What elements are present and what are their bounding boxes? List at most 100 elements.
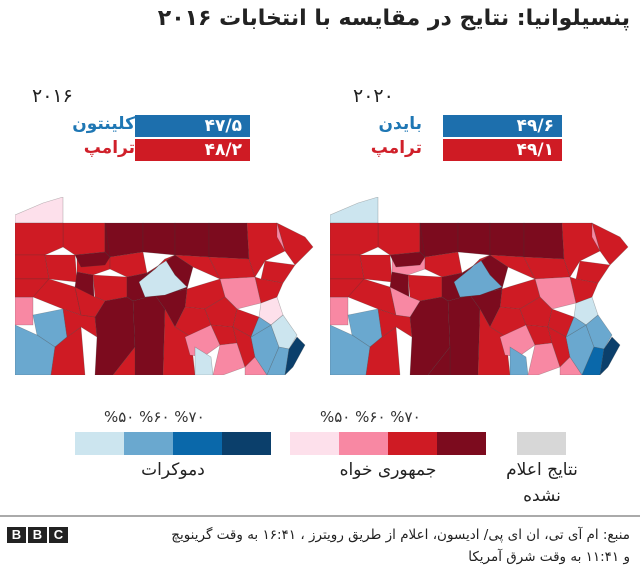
county-region <box>461 254 491 274</box>
county-region <box>174 222 210 258</box>
county-region <box>585 314 613 350</box>
county-region <box>284 336 306 375</box>
dem-legend-label: دموکرات <box>141 460 205 480</box>
county-region <box>50 326 86 375</box>
county-region <box>330 222 379 256</box>
county-region <box>523 222 565 260</box>
source-line-1: منبع: ام آی تی، ان ای پی/ ادیسون، اعلام … <box>171 527 630 543</box>
county-region <box>112 346 136 375</box>
bbc-logo-letter: B <box>7 527 26 543</box>
legend-dem-2 <box>124 432 173 455</box>
county-region <box>599 336 621 375</box>
county-region <box>270 314 298 350</box>
rep-candidate-2016: ترامپ <box>83 138 135 158</box>
legend-dem-4 <box>222 432 271 455</box>
county-region <box>377 222 421 256</box>
county-region <box>132 294 166 375</box>
rep-candidate-2020: ترامپ <box>370 138 422 158</box>
county-region <box>581 346 605 375</box>
county-region <box>250 316 272 338</box>
county-region <box>244 356 268 375</box>
county-region <box>330 296 349 326</box>
county-region <box>74 251 111 268</box>
legend-rep-1 <box>290 432 339 455</box>
county-region <box>15 296 34 326</box>
pennsylvania-county-map-2020 <box>330 197 629 375</box>
county-region <box>565 316 587 338</box>
county-region <box>559 356 583 375</box>
pennsylvania-county-map-2016 <box>15 197 314 375</box>
county-region <box>453 258 503 298</box>
county-region <box>419 222 459 258</box>
county-region <box>489 222 525 258</box>
county-region <box>15 222 64 256</box>
county-region <box>62 222 106 256</box>
county-region <box>194 346 214 375</box>
bbc-logo-letter: B <box>28 527 47 543</box>
not-declared-label-2: نشده <box>523 486 561 506</box>
county-region <box>419 222 426 258</box>
bbc-logo-letter: C <box>49 527 68 543</box>
county-region <box>15 278 50 298</box>
legend-not-declared <box>517 432 566 455</box>
county-region <box>212 342 246 375</box>
legend-rep-4 <box>437 432 486 455</box>
county-region <box>447 294 481 375</box>
county-region <box>142 222 176 256</box>
county-region <box>477 307 511 375</box>
county-region <box>266 346 290 375</box>
county-region <box>146 254 176 274</box>
rep-result-bar-2020: ۴۹/۱ <box>443 139 562 161</box>
footer-divider <box>0 515 640 517</box>
county-region <box>330 197 379 224</box>
county-region <box>457 222 491 256</box>
dem-candidate-2020: بایدن <box>378 114 422 134</box>
year-label-2020: ۲۰۲۰ <box>353 85 394 107</box>
county-region <box>44 254 78 283</box>
county-region <box>92 274 128 302</box>
bbc-logo: B B C <box>7 527 68 543</box>
county-region <box>15 254 50 280</box>
county-region <box>330 278 365 298</box>
page-title: پنسیلوانیا: نتایج در مقایسه با انتخابات … <box>157 6 630 31</box>
county-region <box>208 222 250 260</box>
county-region <box>407 274 443 302</box>
county-region <box>138 258 188 298</box>
county-region <box>509 346 529 375</box>
legend-dem-1 <box>75 432 124 455</box>
county-region <box>74 286 106 318</box>
dem-result-bar-2020: ۴۹/۶ <box>443 115 562 137</box>
county-region <box>365 326 401 375</box>
source-note: منبع: ام آی تی، ان ای پی/ ادیسون، اعلام … <box>70 524 630 568</box>
county-region <box>389 286 421 318</box>
rep-legend-scale: %۵۰ %۶۰ %۷۰ <box>320 408 421 426</box>
county-region <box>534 276 577 310</box>
county-region <box>162 307 196 375</box>
legend-rep-3 <box>388 432 437 455</box>
year-label-2016: ۲۰۱۶ <box>32 85 73 107</box>
dem-result-bar-2016: ۴۷/۵ <box>135 115 250 137</box>
dem-candidate-2016: کلینتون <box>72 114 135 134</box>
county-region <box>104 222 111 258</box>
county-region <box>499 324 536 358</box>
dem-legend-scale: %۵۰ %۶۰ %۷۰ <box>104 408 205 426</box>
legend-rep-2 <box>339 432 388 455</box>
county-region <box>276 222 286 252</box>
county-region <box>330 254 365 280</box>
county-region <box>569 276 599 304</box>
county-region <box>254 276 284 304</box>
county-region <box>389 251 426 268</box>
rep-legend-label: جمهوری خواه <box>339 460 437 480</box>
rep-result-bar-2016: ۴۸/۲ <box>135 139 250 161</box>
county-region <box>184 324 221 358</box>
source-line-2: و ۱۱:۴۱ به وقت شرق آمریکا <box>468 549 630 565</box>
county-region <box>219 276 262 310</box>
county-region <box>15 197 64 224</box>
county-region <box>359 254 393 283</box>
county-region <box>591 222 601 252</box>
county-region <box>527 342 561 375</box>
county-region <box>104 222 144 258</box>
legend-dem-3 <box>173 432 222 455</box>
county-region <box>427 346 451 375</box>
not-declared-label-1: نتایج اعلام <box>506 460 578 480</box>
